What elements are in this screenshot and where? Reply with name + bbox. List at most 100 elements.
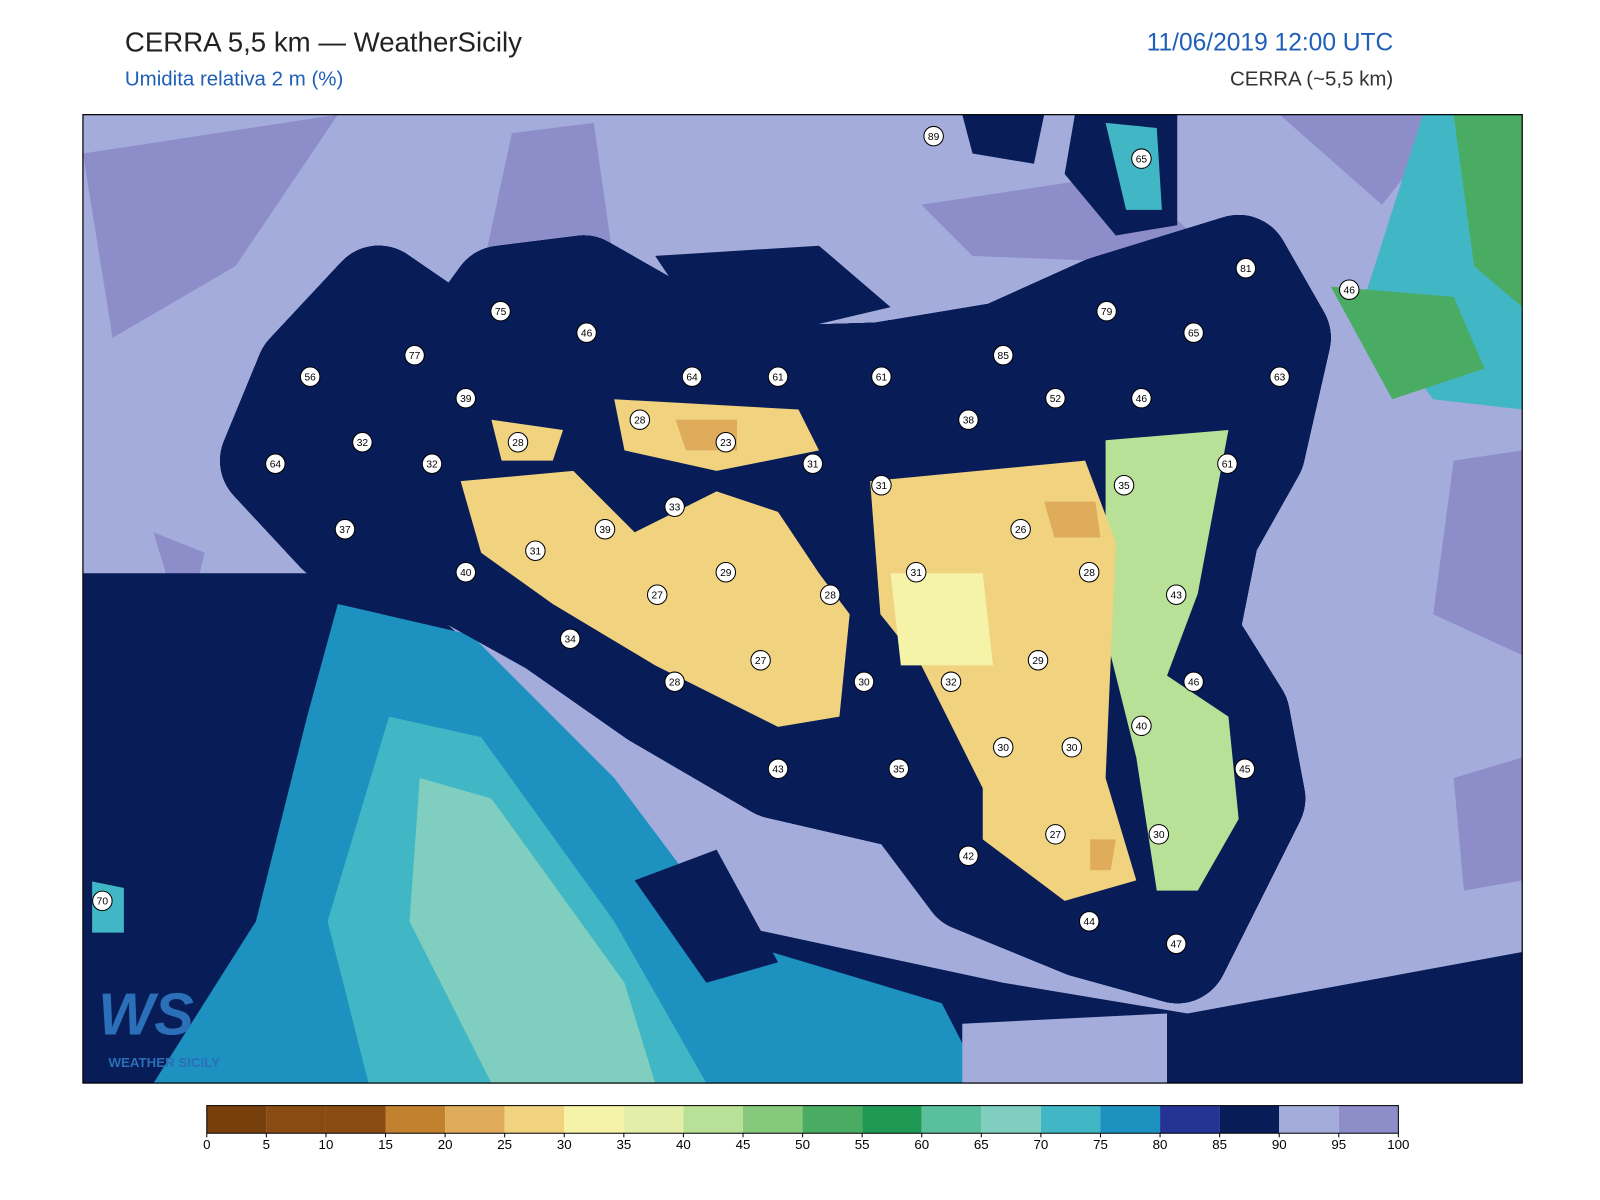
station: 26 — [1010, 519, 1031, 540]
colorbar-bin — [623, 1105, 684, 1134]
station-value: 27 — [652, 590, 664, 601]
calabria — [1330, 114, 1523, 400]
station-value: 28 — [512, 438, 524, 449]
station: 70 — [92, 890, 113, 912]
station-marker — [1217, 453, 1238, 474]
islands-halo — [655, 114, 1178, 349]
logo-mark: WS — [98, 980, 194, 1047]
station: 85 — [992, 344, 1014, 366]
station: 29 — [715, 562, 737, 583]
colorbar-bin — [385, 1105, 446, 1134]
station: 81 — [1235, 257, 1257, 279]
station: 39 — [594, 519, 616, 540]
station: 79 — [1096, 300, 1117, 322]
colorbar-bin — [1100, 1105, 1161, 1134]
station-marker — [992, 737, 1014, 758]
station: 37 — [334, 519, 356, 540]
station-value: 39 — [460, 394, 472, 405]
station-marker — [958, 845, 979, 867]
station-value: 35 — [893, 765, 905, 776]
sea-patch — [82, 114, 1523, 891]
station: 32 — [421, 453, 443, 474]
station: 28 — [629, 409, 651, 430]
station-value: 32 — [426, 459, 438, 470]
station: 61 — [1217, 453, 1238, 474]
colorbar-bin — [1160, 1105, 1220, 1134]
station-marker — [334, 519, 356, 540]
colorbar-tick-label: 25 — [497, 1137, 512, 1152]
station: 40 — [1131, 715, 1152, 737]
station-marker — [404, 344, 425, 366]
station: 31 — [525, 540, 546, 561]
map: 89 65 81 46 75 46 79 65 77 85 56 64 61 61 63 39 52 46 38 28… — [82, 114, 1523, 1084]
zone — [890, 573, 993, 666]
station-marker — [1078, 562, 1100, 583]
station-marker — [490, 300, 511, 322]
station-marker — [871, 366, 892, 387]
station-marker — [664, 496, 685, 517]
station: 52 — [1045, 387, 1066, 409]
station-value: 46 — [1344, 285, 1356, 296]
station-value: 47 — [1171, 940, 1183, 951]
station-marker — [576, 322, 597, 343]
colorbar-tick-label: 10 — [319, 1137, 334, 1152]
station: 64 — [265, 453, 286, 474]
subtitle: Umidita relativa 2 m (%) — [125, 67, 343, 90]
colorbar-tick-label: 55 — [855, 1137, 870, 1152]
colorbar-bin — [1338, 1105, 1399, 1134]
station-value: 75 — [495, 307, 507, 318]
model-label: CERRA (~5,5 km) — [1230, 67, 1393, 90]
station: 46 — [576, 322, 597, 343]
station-marker — [1096, 300, 1117, 322]
station-value: 42 — [963, 852, 975, 863]
station: 64 — [681, 366, 703, 387]
station-value: 40 — [1136, 722, 1148, 733]
logo-text: WEATHER SICILY — [109, 1055, 221, 1070]
station-marker — [1061, 737, 1083, 758]
station-marker — [1183, 671, 1204, 693]
station: 46 — [1183, 671, 1204, 693]
station: 30 — [1148, 824, 1170, 845]
station-value: 30 — [1066, 743, 1078, 754]
colorbar-bin — [802, 1105, 863, 1134]
colorbar-bin — [504, 1105, 565, 1134]
map-frame — [82, 114, 1523, 1084]
station-marker — [888, 758, 910, 780]
station-marker — [1234, 758, 1256, 780]
station-marker — [767, 366, 789, 387]
station-marker — [1131, 387, 1152, 409]
station-marker — [715, 432, 737, 453]
station-marker — [455, 562, 477, 583]
station: 34 — [559, 628, 581, 650]
station: 75 — [490, 300, 511, 322]
station: 61 — [871, 366, 892, 387]
station-marker — [871, 474, 892, 496]
colorbar-tick-label: 75 — [1093, 1137, 1108, 1152]
station: 40 — [455, 562, 477, 583]
colorbar-bin — [1279, 1105, 1339, 1134]
station-marker — [1148, 824, 1170, 845]
title: CERRA 5,5 km — WeatherSicily — [125, 26, 522, 57]
station-marker — [1131, 148, 1152, 169]
station: 32 — [352, 432, 373, 453]
station-value: 27 — [1050, 830, 1062, 841]
island — [1105, 122, 1162, 210]
logo: WS WEATHER SICILY — [98, 980, 220, 1070]
station: 30 — [1061, 737, 1083, 758]
colorbar-bin — [981, 1105, 1041, 1134]
station-value: 61 — [1222, 459, 1234, 470]
station: 28 — [664, 671, 685, 693]
station: 30 — [992, 737, 1014, 758]
station-marker — [1045, 387, 1066, 409]
station: 35 — [888, 758, 910, 780]
station: 61 — [767, 366, 789, 387]
station: 30 — [853, 671, 875, 693]
station-value: 61 — [876, 372, 888, 383]
station-value: 38 — [963, 415, 975, 426]
station: 31 — [871, 474, 892, 496]
station-value: 85 — [998, 351, 1010, 362]
station: 77 — [404, 344, 425, 366]
station-value: 39 — [599, 525, 611, 536]
station: 39 — [455, 387, 477, 409]
